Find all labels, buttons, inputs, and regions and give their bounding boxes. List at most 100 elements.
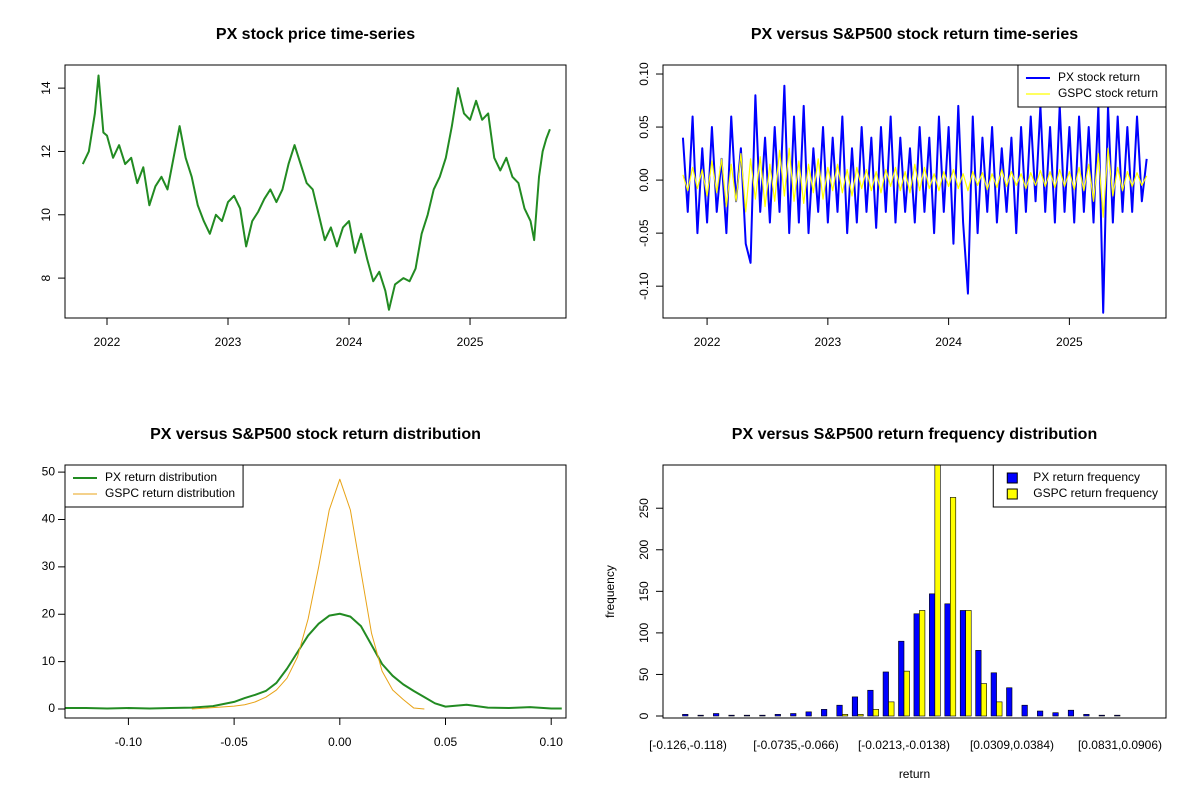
bar bbox=[959, 610, 967, 717]
bar bbox=[857, 714, 864, 717]
x-tick-label: [0.0831,0.0906) bbox=[1078, 738, 1162, 752]
bar bbox=[867, 689, 874, 717]
bar bbox=[996, 701, 1003, 717]
y-tick-label: 150 bbox=[637, 581, 651, 601]
bar bbox=[980, 683, 987, 717]
bar bbox=[1006, 687, 1013, 717]
legend-swatch bbox=[1006, 488, 1018, 500]
bar bbox=[790, 713, 797, 717]
plot-frame bbox=[662, 464, 1167, 719]
y-tick-label: 50 bbox=[42, 464, 56, 478]
bar bbox=[975, 650, 982, 717]
bar bbox=[872, 709, 879, 717]
plot-area bbox=[682, 465, 1121, 717]
y-tick-label: 0 bbox=[48, 701, 55, 715]
legend-frame bbox=[64, 464, 244, 508]
x-tick-label: [-0.126,-0.118) bbox=[649, 738, 727, 752]
y-tick-label: 14 bbox=[39, 81, 53, 95]
bar bbox=[898, 640, 905, 717]
x-tick-label: -0.10 bbox=[115, 735, 143, 749]
x-tick-label: 2022 bbox=[94, 335, 121, 349]
legend: PX return frequency GSPC return frequency bbox=[992, 464, 1167, 508]
bar bbox=[1114, 714, 1121, 717]
legend-label: PX stock return bbox=[1058, 70, 1140, 84]
y-tick-label: 30 bbox=[42, 559, 56, 573]
plot-frame bbox=[662, 64, 1167, 319]
y-tick-label: 10 bbox=[39, 208, 53, 222]
y-tick-label: -0.10 bbox=[637, 272, 651, 300]
y-tick-label: 0.10 bbox=[637, 62, 651, 86]
x-tick-label: -0.05 bbox=[220, 735, 248, 749]
y-tick-label: 8 bbox=[39, 274, 53, 281]
bar bbox=[774, 714, 781, 717]
bar bbox=[759, 714, 766, 717]
bar bbox=[743, 714, 751, 717]
data-line bbox=[191, 478, 425, 710]
y-tick-label: 20 bbox=[42, 606, 56, 620]
bar bbox=[934, 465, 941, 717]
x-tick-label: 2022 bbox=[694, 335, 721, 349]
y-tick-label: 100 bbox=[637, 623, 651, 643]
bar bbox=[1067, 709, 1075, 717]
x-tick-label: 2023 bbox=[215, 335, 242, 349]
bar bbox=[1037, 710, 1044, 717]
chart-title: PX versus S&P500 stock return time-serie… bbox=[751, 26, 1078, 43]
legend: PX return distribution GSPC return distri… bbox=[64, 464, 244, 508]
x-tick-label: 0.05 bbox=[434, 735, 458, 749]
legend-label: PX return distribution bbox=[105, 470, 217, 484]
bar bbox=[888, 701, 895, 717]
bar bbox=[841, 714, 849, 717]
y-tick-label: 10 bbox=[42, 654, 56, 668]
plot-frame bbox=[64, 464, 567, 719]
x-tick-label: 2024 bbox=[935, 335, 962, 349]
bar bbox=[965, 610, 972, 717]
y-tick-label: 12 bbox=[39, 144, 53, 158]
bar bbox=[1083, 714, 1090, 717]
bar bbox=[949, 497, 957, 717]
bar bbox=[713, 713, 720, 717]
y-axis-label: frequency bbox=[603, 565, 617, 618]
x-tick-label: 0.10 bbox=[540, 735, 564, 749]
bar bbox=[1052, 712, 1059, 717]
bar bbox=[990, 672, 997, 717]
x-tick-label: 0.00 bbox=[328, 735, 352, 749]
chart-title: PX versus S&P500 return frequency distri… bbox=[732, 426, 1097, 443]
bar bbox=[836, 704, 843, 717]
bar bbox=[697, 714, 704, 717]
legend-frame bbox=[992, 464, 1167, 508]
x-tick-label: [0.0309,0.0384) bbox=[970, 738, 1054, 752]
y-tick-label: 50 bbox=[637, 667, 651, 681]
y-tick-label: 250 bbox=[637, 498, 651, 518]
x-tick-label: 2023 bbox=[814, 335, 841, 349]
bar bbox=[728, 714, 735, 717]
x-tick-label: 2025 bbox=[1056, 335, 1083, 349]
y-tick-label: 200 bbox=[637, 539, 651, 559]
chart-title: PX versus S&P500 stock return distributi… bbox=[150, 426, 481, 443]
bar bbox=[805, 711, 812, 717]
legend-label: GSPC return frequency bbox=[1033, 486, 1158, 500]
plot-frame bbox=[64, 64, 567, 319]
legend-label: GSPC stock return bbox=[1058, 86, 1158, 100]
plot-area bbox=[65, 478, 562, 710]
x-tick-label: [-0.0213,-0.0138) bbox=[858, 738, 950, 752]
bar bbox=[1098, 714, 1105, 717]
y-tick-label: 0 bbox=[637, 712, 651, 719]
bar bbox=[1021, 704, 1028, 717]
x-tick-label: 2024 bbox=[336, 335, 363, 349]
plot-area bbox=[81, 74, 551, 311]
bar bbox=[913, 613, 920, 717]
legend-swatch bbox=[1006, 472, 1018, 484]
data-line bbox=[65, 612, 562, 710]
y-tick-label: 0.05 bbox=[637, 115, 651, 139]
bar bbox=[944, 603, 951, 717]
bar bbox=[682, 714, 689, 717]
x-tick-label: 2025 bbox=[457, 335, 484, 349]
bar bbox=[919, 610, 926, 717]
legend-label: PX return frequency bbox=[1033, 470, 1140, 484]
y-tick-label: 40 bbox=[42, 512, 56, 526]
legend-label: GSPC return distribution bbox=[105, 486, 235, 500]
legend-frame bbox=[1017, 64, 1167, 108]
bar bbox=[851, 696, 859, 717]
legend: PX stock return GSPC stock return bbox=[1017, 64, 1167, 108]
